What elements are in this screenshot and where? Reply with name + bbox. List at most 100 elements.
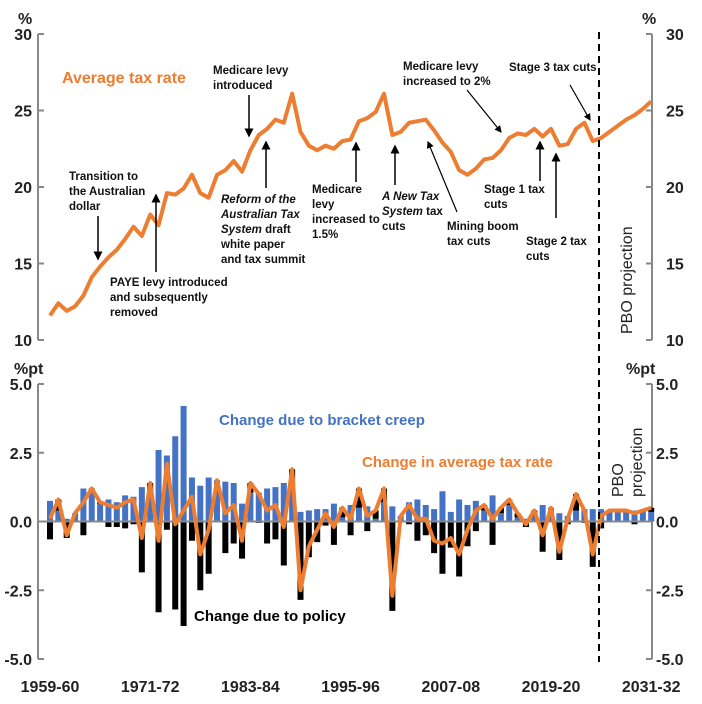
- annotation-segment: tax cuts: [447, 236, 490, 248]
- policy-bar: [222, 521, 229, 554]
- annotation-text: cuts: [382, 221, 406, 233]
- bracket-creep-bar: [514, 517, 521, 522]
- annotation-segment: increased to 2%: [403, 76, 491, 88]
- annotation-arrow: [466, 89, 502, 133]
- bracket-creep-bar: [314, 509, 321, 522]
- annotation-segment: the Australian: [69, 186, 145, 198]
- annotation-segment: introduced: [213, 80, 272, 92]
- annotation-segment: System: [221, 224, 262, 236]
- top-left-unit: %: [18, 11, 32, 28]
- annotation-text: and tax summit: [221, 254, 306, 266]
- bottom-right-tick-label: -5.0: [656, 652, 684, 669]
- annotation-segment: and subsequently: [110, 292, 208, 304]
- policy-bar: [80, 521, 87, 536]
- annotation-segment: Medicare levy: [213, 65, 289, 77]
- bracket-creep-bar: [489, 495, 496, 522]
- bracket-creep-bar: [155, 450, 162, 522]
- change-average-tax-rate-line: [48, 461, 652, 598]
- annotation-segment: increased to: [312, 214, 380, 226]
- annotation-segment: 1.5%: [312, 229, 338, 241]
- policy-bar: [355, 488, 362, 508]
- annotation-segment: Medicare: [312, 184, 362, 196]
- bracket-creep-bar: [180, 406, 187, 522]
- annotation-text: Mining boom: [447, 221, 519, 233]
- annotation-segment: cuts: [382, 221, 406, 233]
- bracket-creep-bar: [197, 485, 204, 522]
- bracket-creep-bar: [539, 505, 546, 522]
- annotation-segment: Mining boom: [447, 221, 519, 233]
- top-left-tick-label: 25: [14, 104, 32, 121]
- policy-bar: [330, 521, 337, 545]
- bracket-creep-bar: [47, 500, 53, 522]
- annotation-segment: dollar: [69, 201, 101, 213]
- bracket-creep-bar: [389, 506, 396, 522]
- policy-bar: [130, 521, 137, 525]
- policy-bar: [472, 521, 479, 532]
- policy-bar: [414, 521, 421, 541]
- bracket-creep-bar: [497, 513, 504, 522]
- bracket-creep-bar: [606, 510, 613, 522]
- annotation-text: A New Tax: [381, 191, 440, 203]
- bracket-creep-bar: [138, 487, 145, 522]
- annotation-segment: removed: [110, 307, 158, 319]
- bracket-creep-bar: [247, 492, 254, 522]
- top-right-tick-label: 20: [666, 180, 684, 197]
- annotations: Medicare levy introduced Transition to the …: [69, 61, 597, 319]
- bracket-creep-bar: [531, 516, 538, 522]
- tick-labels: 30 30 25 25 20 20 15 15 10 10 5.0 5.0 2.5 2.5 0.0 0.0 -2…: [4, 27, 683, 696]
- bracket-creep-bar: [255, 492, 262, 522]
- policy-bar: [364, 521, 371, 532]
- bracket-creep-bar: [297, 511, 304, 522]
- bottom-left-tick-label: -2.5: [4, 583, 32, 600]
- annotation-text: Medicare levy: [403, 61, 479, 73]
- policy-bar: [439, 521, 446, 574]
- bracket-creep-bar: [205, 477, 212, 522]
- bracket-creep-bar: [230, 483, 237, 522]
- policy-bar: [489, 521, 496, 545]
- annotation-text: levy: [312, 199, 335, 211]
- annotation-text: removed: [110, 307, 158, 319]
- legend-change-average-tax-rate: Change in average tax rate: [362, 454, 553, 471]
- bottom-right-unit: %pt: [626, 361, 656, 378]
- policy-bar: [138, 521, 145, 573]
- policy-bar: [105, 521, 112, 527]
- annotation-text: Stage 2 tax: [526, 236, 587, 248]
- bracket-creep-bar: [280, 483, 287, 522]
- bracket-creep-bar: [414, 499, 421, 522]
- top-left-tick-label: 10: [14, 333, 32, 350]
- bottom-projection-label-1: PBO: [610, 463, 627, 497]
- top-right-tick-label: 30: [666, 27, 684, 44]
- bottom-left-tick-label: 0.0: [10, 515, 32, 532]
- top-right-tick-label: 15: [666, 257, 684, 274]
- bracket-creep-bar: [481, 510, 488, 522]
- policy-bar: [264, 521, 271, 544]
- x-tick-label: 2007-08: [421, 679, 480, 696]
- bracket-creep-bar: [330, 503, 337, 522]
- policy-bar: [389, 521, 396, 611]
- policy-bar: [47, 521, 53, 540]
- bottom-right-tick-label: 5.0: [656, 377, 678, 394]
- bottom-right-tick-label: -2.5: [656, 583, 684, 600]
- annotation-segment: Transition to: [69, 171, 138, 183]
- annotation-segment: levy: [312, 199, 335, 211]
- policy-bar: [422, 521, 429, 536]
- bracket-creep-bar: [305, 510, 312, 522]
- policy-bar: [297, 521, 304, 600]
- bracket-creep-bar: [289, 477, 296, 522]
- bracket-creep-bar: [431, 509, 438, 522]
- bracket-creep-bar: [506, 505, 513, 522]
- annotation-segment: white paper: [220, 239, 285, 251]
- annotation-arrow: [426, 140, 458, 213]
- policy-bar: [280, 521, 287, 566]
- policy-bar: [556, 521, 563, 560]
- bracket-creep-bar: [456, 499, 463, 522]
- policy-bar: [155, 521, 162, 613]
- top-right-unit: %: [642, 11, 656, 28]
- bracket-creep-bar: [556, 513, 563, 522]
- legend-policy: Change due to policy: [194, 608, 346, 625]
- annotation-text: Medicare levy: [213, 65, 289, 77]
- bracket-creep-bar: [339, 517, 346, 522]
- policy-bar: [163, 521, 170, 530]
- x-tick-label: 2019-20: [522, 679, 581, 696]
